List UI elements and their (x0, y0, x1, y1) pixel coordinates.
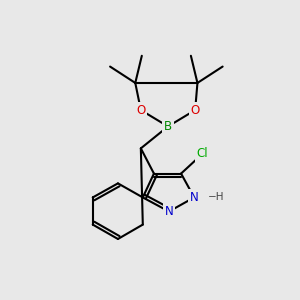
Text: N: N (165, 205, 173, 218)
Text: −H: −H (208, 192, 224, 203)
Text: B: B (164, 120, 172, 133)
Text: O: O (136, 103, 146, 117)
Text: Cl: Cl (196, 147, 208, 161)
Text: O: O (190, 103, 200, 117)
Text: N: N (190, 191, 199, 204)
